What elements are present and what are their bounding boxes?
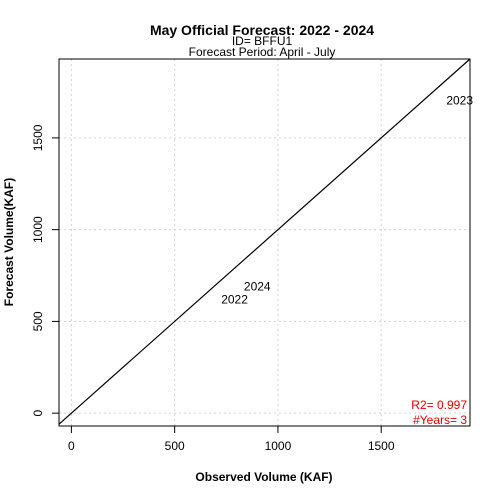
y-tick-label: 1000	[31, 216, 45, 243]
chart-title: May Official Forecast: 2022 - 2024	[150, 22, 374, 38]
x-tick-label: 500	[165, 439, 185, 453]
point-label-2024: 2024	[244, 280, 271, 294]
plot-frame	[58, 58, 471, 427]
y-tick-label: 1500	[31, 124, 45, 151]
one-to-one-line	[58, 58, 471, 425]
x-tick-label: 1000	[265, 439, 292, 453]
years-stat: #Years= 3	[413, 413, 467, 427]
chart-subtitle-id: ID= BFFU1	[232, 34, 293, 48]
y-tick-label: 500	[31, 311, 45, 331]
point-label-2022: 2022	[221, 292, 248, 306]
x-tick-label: 0	[68, 439, 75, 453]
r2-stat: R2= 0.997	[411, 398, 467, 412]
x-axis-label: Observed Volume (KAF)	[195, 470, 332, 484]
point-label-2023: 2023	[446, 93, 473, 107]
y-axis-label: Forecast Volume(KAF)	[2, 178, 16, 306]
reference-line-layer	[58, 58, 471, 425]
axis-ticks: 0 500 1000 1500 0 500 1000 1500	[31, 124, 395, 453]
x-tick-label: 1500	[368, 439, 395, 453]
chart-subtitle-period: Forecast Period: April - July	[189, 45, 336, 59]
grid	[59, 59, 470, 426]
y-tick-label: 0	[31, 409, 45, 416]
